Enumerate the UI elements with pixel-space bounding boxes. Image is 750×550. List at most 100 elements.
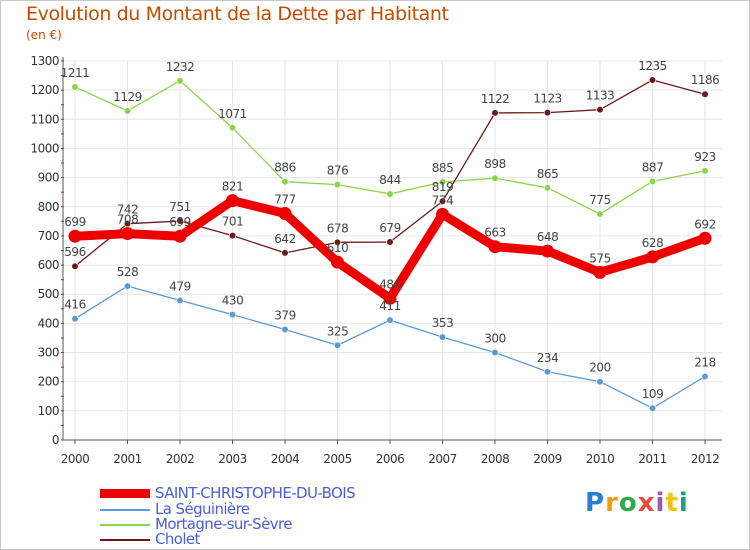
data-label-2: 1071 — [218, 107, 247, 121]
data-label-1: 379 — [274, 309, 295, 323]
data-point-2 — [438, 178, 447, 186]
data-point-0 — [173, 229, 187, 243]
data-label-1: 218 — [694, 355, 715, 369]
logo-letter: r — [605, 488, 619, 518]
x-tick-label: 2001 — [113, 452, 142, 466]
data-label-0: 821 — [222, 180, 243, 194]
data-label-1: 416 — [64, 298, 85, 312]
data-point-1 — [123, 282, 132, 290]
x-tick-label: 2012 — [691, 452, 720, 466]
data-label-3: 1123 — [533, 92, 562, 106]
data-label-2: 775 — [589, 193, 610, 207]
data-point-3 — [438, 197, 447, 205]
x-tick-label: 2007 — [428, 452, 457, 466]
data-point-0 — [698, 231, 712, 245]
data-point-0 — [488, 240, 502, 254]
data-point-1 — [543, 368, 552, 376]
chart-title: Evolution du Montant de la Dette par Hab… — [26, 3, 449, 25]
data-label-3: 642 — [274, 232, 295, 246]
data-label-1: 430 — [222, 294, 243, 308]
data-point-2 — [333, 181, 342, 189]
data-label-2: 923 — [694, 150, 715, 164]
data-point-2 — [228, 124, 237, 132]
data-point-3 — [71, 262, 79, 270]
y-tick-label: 1200 — [30, 83, 59, 97]
data-label-0: 774 — [432, 193, 453, 207]
data-label-0: 699 — [64, 215, 85, 229]
data-point-2 — [491, 174, 499, 182]
data-point-2 — [281, 178, 289, 186]
data-point-0 — [436, 207, 449, 221]
data-point-0 — [646, 250, 659, 264]
data-label-0: 663 — [484, 226, 505, 240]
data-label-1: 411 — [379, 299, 400, 313]
data-point-1 — [71, 315, 79, 323]
data-point-0 — [68, 229, 82, 243]
data-point-1 — [176, 296, 184, 304]
logo-letter: x — [637, 488, 656, 518]
data-point-0 — [331, 255, 344, 269]
x-tick-label: 2006 — [376, 452, 405, 466]
logo-letter: t — [665, 488, 679, 518]
data-point-2 — [543, 184, 552, 192]
data-label-2: 844 — [379, 173, 400, 187]
data-label-3: 1235 — [638, 59, 667, 73]
data-point-3 — [176, 217, 184, 225]
legend-swatch-mortagne — [100, 524, 150, 526]
data-label-3: 1133 — [586, 89, 615, 103]
data-label-2: 1129 — [113, 90, 142, 104]
y-tick-label: 1000 — [30, 141, 59, 155]
legend-swatch-cholet — [100, 539, 150, 541]
y-tick-label: 700 — [38, 229, 59, 243]
data-point-1 — [438, 333, 447, 341]
data-label-0: 486 — [379, 277, 400, 291]
legend-label-cholet: Cholet — [155, 530, 200, 548]
data-label-3: 742 — [117, 203, 138, 217]
data-point-1 — [701, 372, 709, 381]
data-point-3 — [228, 232, 237, 240]
data-label-2: 885 — [432, 161, 453, 175]
data-point-3 — [123, 220, 132, 228]
data-label-2: 887 — [642, 160, 663, 174]
data-label-2: 865 — [537, 167, 558, 181]
x-tick-label: 2011 — [638, 452, 667, 466]
data-label-2: 876 — [327, 164, 348, 178]
x-tick-label: 2000 — [61, 452, 90, 466]
data-point-1 — [333, 341, 342, 349]
data-label-3: 678 — [327, 221, 348, 235]
x-tick-label: 2002 — [166, 452, 195, 466]
data-label-1: 109 — [642, 387, 663, 401]
data-label-3: 701 — [222, 215, 243, 229]
legend-label-mortagne: Mortagne-sur-Sèvre — [155, 515, 292, 533]
data-point-3 — [333, 238, 342, 246]
logo-letter: i — [678, 488, 689, 518]
data-point-3 — [543, 109, 552, 117]
y-tick-label: 1100 — [30, 112, 59, 126]
proxiti-logo-text: Proxiti — [585, 488, 689, 518]
data-label-1: 479 — [169, 279, 190, 293]
data-point-0 — [278, 206, 292, 220]
y-tick-label: 400 — [38, 316, 59, 330]
x-tick-label: 2009 — [533, 452, 562, 466]
data-label-1: 300 — [484, 332, 505, 346]
data-label-0: 628 — [642, 236, 663, 250]
data-point-2 — [123, 107, 132, 115]
legend-label-saint-christophe: SAINT-CHRISTOPHE-DU-BOIS — [155, 484, 356, 502]
data-label-3: 819 — [432, 180, 453, 194]
x-tick-label: 2004 — [271, 452, 300, 466]
data-label-3: 751 — [169, 200, 190, 214]
data-label-3: 679 — [379, 221, 400, 235]
data-point-3 — [491, 109, 499, 117]
y-tick-label: 1300 — [30, 54, 59, 68]
data-label-2: 1232 — [166, 60, 195, 74]
proxiti-logo: Proxiti — [585, 488, 689, 518]
x-tick-label: 2003 — [218, 452, 247, 466]
data-label-2: 1211 — [61, 66, 90, 80]
x-tick-label: 2010 — [586, 452, 615, 466]
y-tick-label: 500 — [38, 287, 59, 301]
logo-letter: i — [655, 488, 666, 518]
y-tick-label: 0 — [52, 433, 59, 447]
